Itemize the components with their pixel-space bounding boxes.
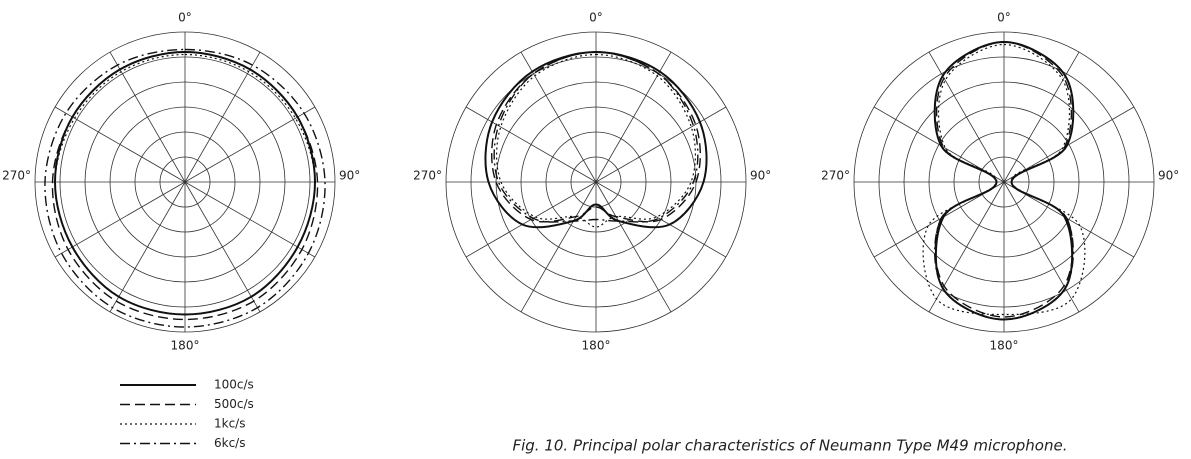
legend-label: 6kc/s xyxy=(214,436,245,450)
angle-label: 270° xyxy=(413,169,442,183)
ring xyxy=(34,31,336,333)
legend-label: 1kc/s xyxy=(214,417,245,431)
ring xyxy=(520,106,672,258)
polar-curve xyxy=(922,43,1086,316)
angle-label: 0° xyxy=(997,11,1011,25)
ring xyxy=(545,131,647,233)
polar-curve xyxy=(51,51,319,321)
ring xyxy=(928,106,1080,258)
angle-label: 0° xyxy=(589,11,603,25)
ring xyxy=(978,156,1030,208)
angle-label: 270° xyxy=(821,169,850,183)
ring xyxy=(853,31,1155,333)
caption: Fig. 10. Principal polar characteristics… xyxy=(512,437,1067,455)
ring xyxy=(59,56,311,308)
polar-curve xyxy=(493,51,699,223)
angle-label: 90° xyxy=(750,169,771,183)
angle-label: 90° xyxy=(339,169,360,183)
legend-label: 100c/s xyxy=(214,378,254,392)
ring xyxy=(445,31,747,333)
angle-label: 90° xyxy=(1158,169,1179,183)
polar-curve xyxy=(484,50,708,229)
polar-curve xyxy=(934,41,1074,318)
ring xyxy=(84,81,286,283)
polar-curve xyxy=(491,51,701,223)
angle-label: 180° xyxy=(171,339,200,353)
polar-curve xyxy=(934,41,1074,321)
angle-label: 270° xyxy=(2,169,31,183)
polar-curve xyxy=(54,53,316,316)
ring xyxy=(470,56,722,308)
ring xyxy=(134,131,236,233)
ring xyxy=(878,56,1130,308)
ring xyxy=(159,156,211,208)
ring xyxy=(109,106,261,258)
ring xyxy=(953,131,1055,233)
legend-label: 500c/s xyxy=(214,397,254,411)
polar-curve xyxy=(44,48,326,328)
angle-label: 180° xyxy=(990,339,1019,353)
angle-label: 180° xyxy=(582,339,611,353)
angle-label: 0° xyxy=(178,11,192,25)
ring xyxy=(903,81,1105,283)
